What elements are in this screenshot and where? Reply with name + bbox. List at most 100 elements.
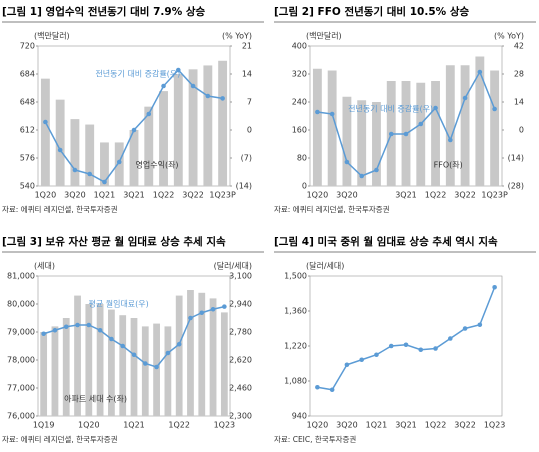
chart-title: [그림 3] 보유 자산 평균 월 임대료 상승 추세 지속	[2, 235, 226, 248]
bar	[119, 315, 127, 416]
y-tick-label: 1,220	[284, 342, 307, 351]
x-tick-label: 1Q21	[366, 421, 388, 430]
x-tick-label: 3Q21	[395, 421, 417, 430]
bar	[220, 312, 228, 416]
y2-tick-label: 2,460	[229, 384, 252, 393]
line-marker	[315, 384, 320, 390]
y2-tick-label: (14)	[236, 182, 252, 191]
line-marker	[120, 343, 126, 349]
line-marker	[188, 315, 193, 321]
line-marker	[86, 322, 92, 328]
y-tick-label: 160	[292, 126, 307, 135]
chart-title: [그림 2] FFO 전년동기 대비 10.5% 상승	[274, 5, 469, 18]
line-marker	[190, 83, 196, 89]
x-tick-label: 3Q20	[64, 191, 86, 200]
y-tick-label: 400	[292, 42, 307, 51]
y2-tick-label: (7)	[241, 154, 252, 163]
line-marker	[418, 121, 424, 127]
x-tick-label: 3Q20	[336, 191, 358, 200]
x-tick-label: 1Q21	[123, 421, 145, 430]
line-marker	[222, 304, 227, 309]
y2-tick-label: 21	[242, 42, 252, 51]
y-axis-label: (백만달러)	[34, 31, 70, 41]
line-marker	[57, 147, 63, 153]
x-tick-label: 1Q22	[168, 421, 190, 430]
series-label: 전년동기 대비 증감률(우)	[348, 104, 433, 114]
bar	[475, 56, 485, 186]
x-tick-label: 1Q23P	[481, 191, 508, 200]
bar	[144, 106, 154, 186]
bar	[159, 91, 168, 186]
bar	[175, 295, 183, 416]
bar	[70, 119, 80, 186]
series-label: 영업수익(좌)	[136, 160, 179, 170]
line-marker	[63, 324, 69, 330]
y2-tick-label: 28	[514, 70, 524, 79]
x-tick-label: 1Q20	[307, 421, 329, 430]
x-tick-label: 1Q22	[425, 421, 447, 430]
x-tick-label: 3Q22	[454, 191, 476, 200]
line-marker	[52, 327, 58, 333]
line-marker	[142, 361, 148, 366]
line-marker	[205, 93, 211, 99]
line-marker	[220, 96, 225, 101]
line-marker	[403, 342, 409, 348]
y-axis-label: (백만달러)	[306, 31, 342, 41]
series-label: FFO(좌)	[434, 161, 463, 170]
bar	[431, 81, 440, 186]
bar	[164, 326, 172, 416]
bar	[129, 130, 139, 186]
y-axis-label: (달러/세대)	[306, 262, 344, 271]
line-marker	[161, 83, 166, 89]
line-marker	[165, 350, 171, 356]
y-tick-label: 81,000	[7, 272, 35, 281]
chart-title: [그림 1] 영업수익 전년동기 대비 7.9% 상승	[2, 5, 206, 18]
line-marker	[388, 131, 394, 137]
line-marker	[462, 326, 468, 331]
y2-tick-label: 2,620	[229, 356, 252, 365]
line-marker	[43, 119, 48, 125]
line-marker	[116, 159, 122, 165]
y2-tick-label: 14	[242, 70, 252, 79]
line-marker	[154, 364, 159, 370]
line-marker	[433, 346, 438, 351]
chart-title: [그림 4] 미국 중위 월 임대료 상승 추세 역시 지속	[274, 235, 498, 248]
x-tick-label: 3Q21	[395, 191, 417, 200]
y-tick-label: 648	[20, 98, 35, 107]
y-tick-label: 78,000	[7, 356, 35, 365]
bar	[100, 142, 109, 186]
bar	[416, 82, 426, 186]
line-marker	[210, 306, 216, 312]
bar	[218, 60, 228, 186]
bar	[342, 96, 352, 186]
y-tick-label: 80,000	[7, 300, 35, 309]
bar	[153, 323, 160, 416]
series-label: 아파트 세대 수(좌)	[64, 394, 127, 404]
line-marker	[477, 322, 483, 328]
bar	[327, 70, 337, 186]
y2-tick-label: 3,100	[229, 272, 252, 281]
line-marker	[176, 67, 181, 73]
y-tick-label: 79,000	[7, 328, 35, 337]
y2-tick-label: 7	[247, 98, 252, 107]
line-marker	[448, 137, 453, 143]
bar	[312, 68, 322, 186]
source: 자료: 에퀴티 레지던셜, 한국투자증권	[2, 434, 118, 444]
bar	[130, 318, 138, 416]
bar	[55, 99, 65, 186]
line-marker	[403, 131, 409, 137]
line-marker	[102, 179, 107, 185]
y2-axis-label: (% YoY)	[494, 32, 524, 41]
y-tick-label: 76,000	[7, 412, 35, 421]
line-marker	[359, 357, 364, 363]
line-marker	[97, 327, 103, 333]
x-tick-label: 1Q22	[425, 191, 447, 200]
bar	[357, 100, 367, 186]
bar	[40, 332, 48, 416]
series-label: 평균 월임대료(우)	[88, 299, 148, 309]
x-tick-label: 3Q21	[123, 191, 145, 200]
x-tick-label: 3Q20	[336, 421, 358, 430]
x-tick-label: 3Q22	[182, 191, 204, 200]
line-marker	[75, 322, 80, 328]
bar	[108, 309, 115, 416]
